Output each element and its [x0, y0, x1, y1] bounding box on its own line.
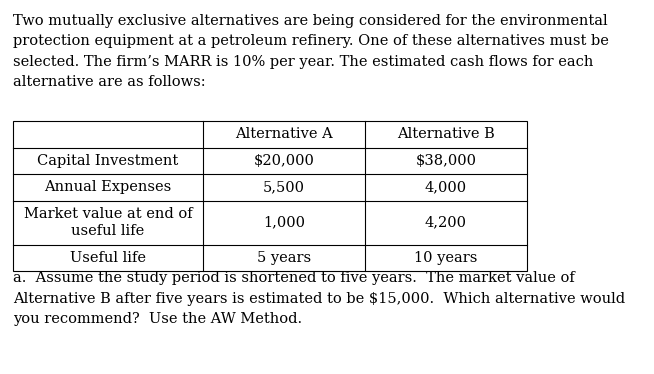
Text: Capital Investment: Capital Investment: [37, 154, 179, 168]
Text: protection equipment at a petroleum refinery. One of these alternatives must be: protection equipment at a petroleum refi…: [13, 34, 609, 49]
Text: 4,200: 4,200: [425, 215, 467, 230]
Text: 1,000: 1,000: [263, 215, 305, 230]
Text: Useful life: Useful life: [70, 251, 146, 265]
Text: 4,000: 4,000: [425, 180, 467, 194]
Text: Alternative A: Alternative A: [235, 127, 333, 141]
Text: 5 years: 5 years: [257, 251, 311, 265]
Text: 5,500: 5,500: [263, 180, 305, 194]
Text: Annual Expenses: Annual Expenses: [44, 180, 171, 194]
Text: Alternative B after five years is estimated to be $15,000.  Which alternative wo: Alternative B after five years is estima…: [13, 291, 625, 306]
Text: 10 years: 10 years: [415, 251, 477, 265]
Text: Two mutually exclusive alternatives are being considered for the environmental: Two mutually exclusive alternatives are …: [13, 14, 608, 28]
Text: alternative are as follows:: alternative are as follows:: [13, 76, 205, 89]
Text: Market value at end of
useful life: Market value at end of useful life: [24, 208, 192, 237]
Text: you recommend?  Use the AW Method.: you recommend? Use the AW Method.: [13, 312, 302, 326]
Text: selected. The firm’s MARR is 10% per year. The estimated cash flows for each: selected. The firm’s MARR is 10% per yea…: [13, 55, 593, 69]
Text: a.  Assume the study period is shortened to five years.  The market value of: a. Assume the study period is shortened …: [13, 271, 575, 285]
Text: $20,000: $20,000: [254, 154, 315, 168]
Text: $38,000: $38,000: [415, 154, 477, 168]
Text: Alternative B: Alternative B: [397, 127, 495, 141]
